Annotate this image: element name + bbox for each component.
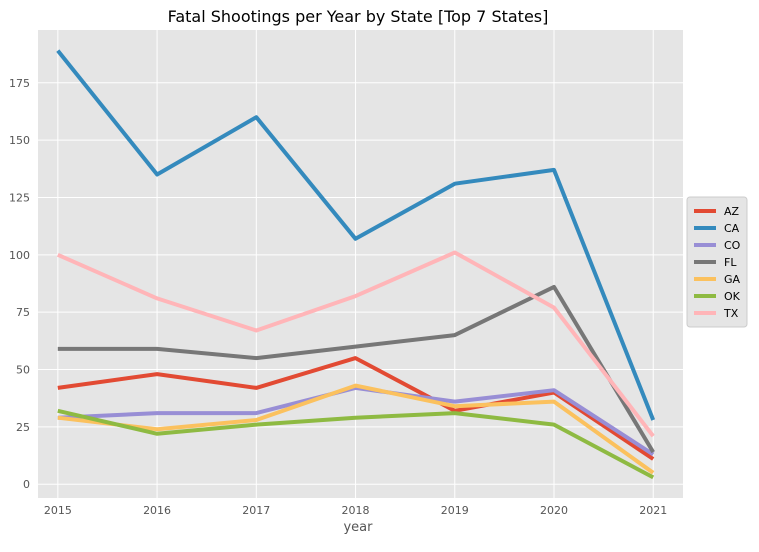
legend-label-tx: TX: [723, 307, 739, 320]
legend-label-az: AZ: [724, 205, 740, 218]
series-line-fl: [57, 284, 655, 454]
x-tick-label: 2020: [540, 504, 568, 517]
chart-title: Fatal Shootings per Year by State [Top 7…: [168, 7, 549, 26]
series-lines: [56, 49, 656, 480]
y-tick-label: 100: [9, 249, 30, 262]
x-axis-label: year: [343, 520, 373, 535]
y-tick-label: 75: [16, 306, 30, 319]
y-tick-label: 50: [16, 364, 30, 377]
y-tick-label: 125: [9, 191, 30, 204]
legend-label-fl: FL: [724, 256, 737, 269]
legend-label-co: CO: [724, 239, 741, 252]
series-line-ok: [57, 408, 655, 480]
legend-label-ok: OK: [724, 290, 741, 303]
series-line-ga: [57, 383, 655, 475]
y-tick-label: 0: [23, 478, 30, 491]
legend-items: AZ CA CO FL GA OK TX: [694, 205, 741, 320]
x-tick-label: 2017: [242, 504, 270, 517]
plot-background: [38, 30, 683, 498]
legend-label-ca: CA: [724, 222, 740, 235]
x-tick-label: 2016: [143, 504, 171, 517]
legend: AZ CA CO FL GA OK TX: [686, 196, 748, 328]
x-tick-label: 2015: [44, 504, 72, 517]
series-line-ca: [56, 49, 656, 421]
x-tick-label: 2018: [342, 504, 370, 517]
series-line-co: [57, 385, 655, 457]
legend-label-ga: GA: [724, 273, 741, 286]
y-tick-label: 25: [16, 421, 30, 434]
y-tick-label: 175: [9, 77, 30, 90]
series-line-tx: [56, 250, 655, 438]
y-axis-ticks: 0 25 50 75 100 125 150 175: [9, 77, 30, 491]
x-tick-label: 2019: [441, 504, 469, 517]
x-axis-ticks: 2015 2016 2017 2018 2019 2020 2021: [44, 504, 667, 517]
x-tick-label: 2021: [639, 504, 667, 517]
y-tick-label: 150: [9, 134, 30, 147]
